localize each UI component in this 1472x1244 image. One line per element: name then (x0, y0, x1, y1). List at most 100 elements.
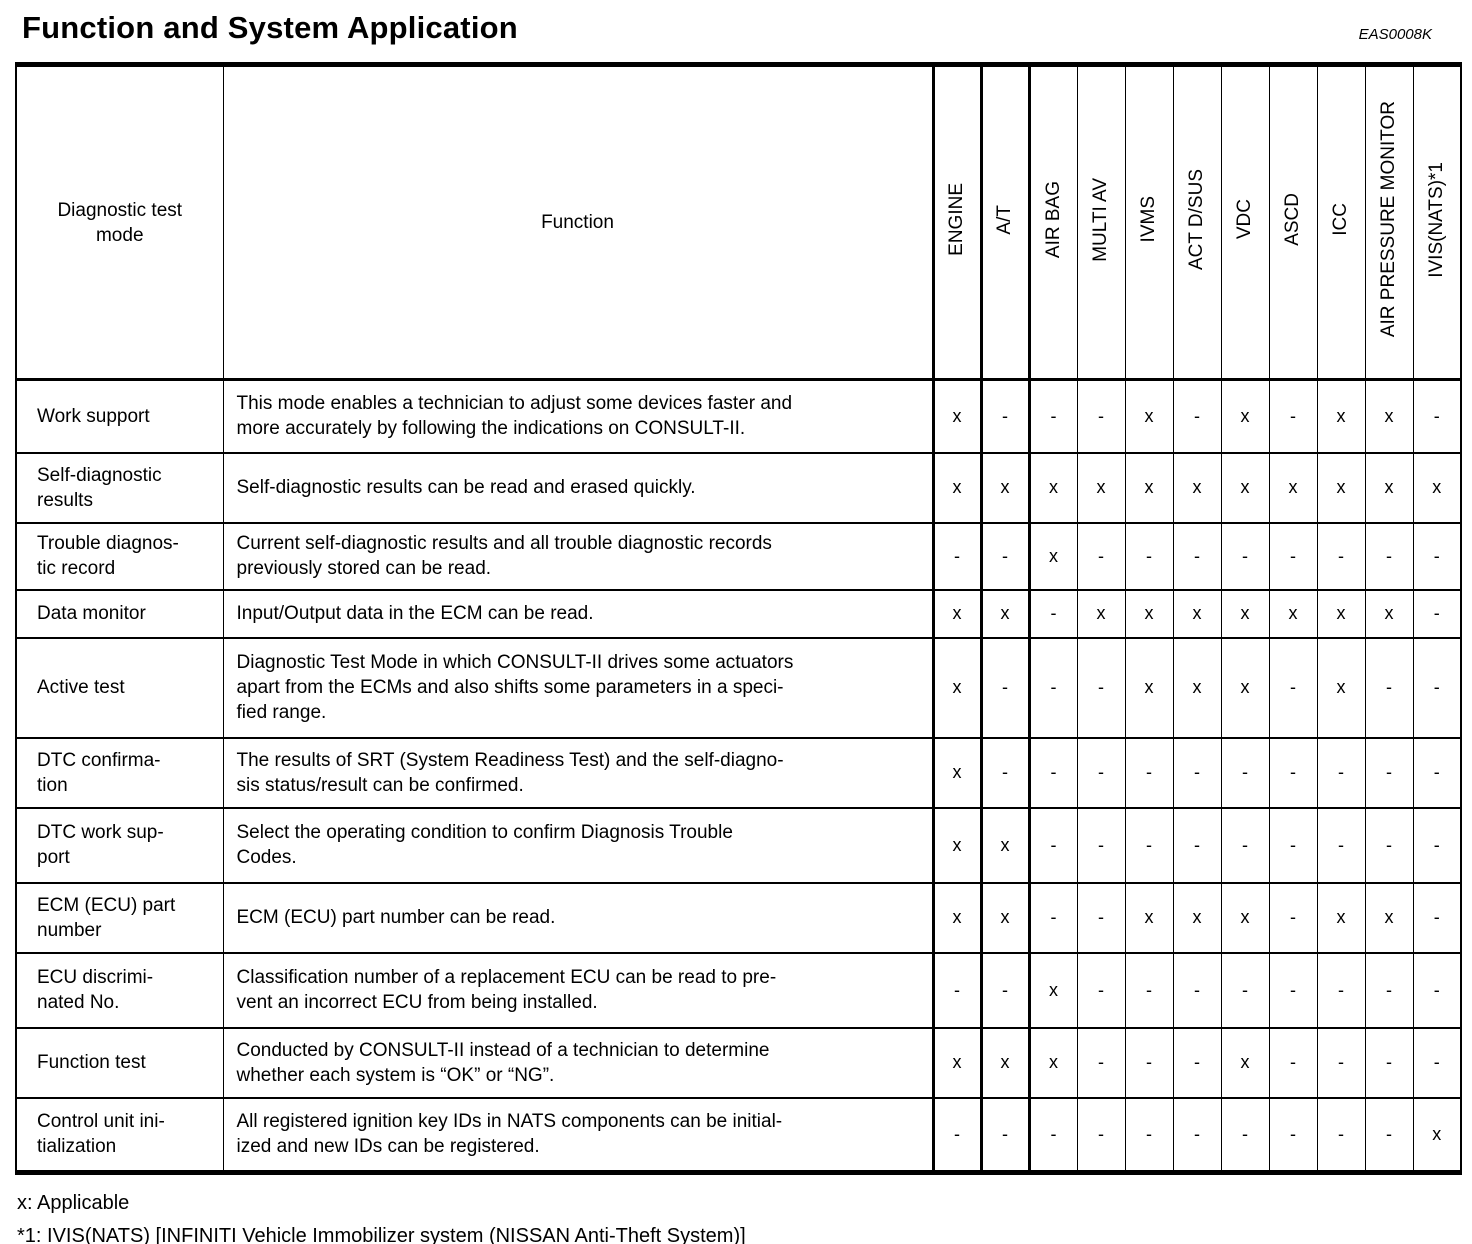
col-header-diagnostic-test-mode: Diagnostic test mode (15, 64, 224, 381)
mark-cell-vdc: - (1220, 951, 1270, 1029)
function-cell: The results of SRT (System Readiness Tes… (222, 736, 935, 809)
mark-cell-vdc: x (1220, 451, 1270, 524)
mark-cell-air-pressure-monitor: x (1364, 378, 1414, 454)
mark-cell-icc: - (1316, 736, 1366, 809)
mark-cell-act-d-sus: x (1172, 881, 1222, 954)
mark-cell-ivis-nats-1: - (1412, 951, 1462, 1029)
mark-cell-air-bag: - (1028, 378, 1078, 454)
mark-cell-engine: - (932, 521, 983, 591)
mode-cell: Data monitor (15, 588, 224, 639)
mark-cell-vdc: - (1220, 806, 1270, 884)
mode-cell: Self-diagnostic results (15, 451, 224, 524)
mark-cell-ivis-nats-1: - (1412, 636, 1462, 739)
mark-cell-multi-av: - (1076, 881, 1126, 954)
mark-cell-ivms: x (1124, 378, 1174, 454)
mark-cell-ascd: - (1268, 806, 1318, 884)
mark-cell-air-pressure-monitor: x (1364, 881, 1414, 954)
footnote-ivis-nats: *1: IVIS(NATS) [INFINITI Vehicle Immobil… (17, 1225, 746, 1244)
mark-cell-act-d-sus: - (1172, 1026, 1222, 1099)
system-header-label: ICC (1330, 203, 1351, 236)
mark-cell-air-bag: - (1028, 881, 1078, 954)
footnote-applicable: x: Applicable (17, 1192, 130, 1214)
mark-cell-ascd: - (1268, 378, 1318, 454)
mark-cell-air-pressure-monitor: - (1364, 1096, 1414, 1174)
title-row: Function and System Application EAS0008K (15, 4, 1462, 48)
table-row: Active test Diagnostic Test Mode in which… (15, 636, 1462, 739)
mark-cell-ascd: - (1268, 636, 1318, 739)
mark-cell-a-t: x (980, 806, 1031, 884)
mark-cell-air-bag: - (1028, 736, 1078, 809)
mark-cell-multi-av: - (1076, 1026, 1126, 1099)
system-header-label: ASCD (1282, 193, 1303, 246)
mark-cell-a-t: x (980, 588, 1031, 639)
mark-cell-multi-av: - (1076, 636, 1126, 739)
mark-cell-act-d-sus: - (1172, 378, 1222, 454)
table-row: ECM (ECU) part number ECM (ECU) part numb… (15, 881, 1462, 954)
mark-cell-engine: - (932, 951, 983, 1029)
mark-cell-engine: x (932, 636, 983, 739)
mark-cell-air-pressure-monitor: - (1364, 736, 1414, 809)
mark-cell-ivms: - (1124, 1096, 1174, 1174)
function-cell: Conducted by CONSULT-II instead of a tec… (222, 1026, 935, 1099)
mark-cell-icc: x (1316, 451, 1366, 524)
mark-cell-act-d-sus: x (1172, 451, 1222, 524)
function-cell: Current self-diagnostic results and all … (222, 521, 935, 591)
doc-code: EAS0008K (1358, 26, 1432, 43)
mark-cell-ivis-nats-1: - (1412, 1026, 1462, 1099)
mark-cell-act-d-sus: - (1172, 736, 1222, 809)
system-header-label: A/T (994, 204, 1015, 235)
mark-cell-ascd: x (1268, 451, 1318, 524)
mark-cell-engine: x (932, 806, 983, 884)
mode-cell: DTC work sup- port (15, 806, 224, 884)
mark-cell-ascd: - (1268, 1026, 1318, 1099)
mark-cell-ascd: - (1268, 881, 1318, 954)
system-header-label: ACT D/SUS (1186, 168, 1207, 270)
system-header-label: VDC (1234, 199, 1255, 240)
function-cell: This mode enables a technician to adjust… (222, 378, 935, 454)
mark-cell-a-t: - (980, 736, 1031, 809)
mark-cell-ivms: x (1124, 451, 1174, 524)
table-row: Work support This mode enables a technici… (15, 378, 1462, 454)
col-header-ivis-nats-1: IVIS(NATS)*1 (1412, 64, 1462, 381)
mark-cell-vdc: - (1220, 736, 1270, 809)
system-header-label: AIR BAG (1042, 180, 1064, 259)
mark-cell-ivis-nats-1: - (1412, 521, 1462, 591)
mark-cell-act-d-sus: - (1172, 806, 1222, 884)
mode-cell: Active test (15, 636, 224, 739)
mark-cell-act-d-sus: x (1172, 588, 1222, 639)
function-cell: Input/Output data in the ECM can be read… (222, 588, 935, 639)
table-row: Function test Conducted by CONSULT-II ins… (15, 1026, 1462, 1099)
table-row: DTC work sup- port Select the operating c… (15, 806, 1462, 884)
col-header-multi-av: MULTI AV (1076, 64, 1126, 381)
mark-cell-vdc: - (1220, 521, 1270, 591)
col-header-air-pressure-monitor: AIR PRESSURE MONITOR (1364, 64, 1414, 381)
mark-cell-act-d-sus: x (1172, 636, 1222, 739)
col-header-engine: ENGINE (932, 64, 983, 381)
mark-cell-air-bag: - (1028, 1096, 1078, 1174)
table-row: Data monitor Input/Output data in the ECM… (15, 588, 1462, 639)
table-row: DTC confirma- tion The results of SRT (Sy… (15, 736, 1462, 809)
mark-cell-ivms: - (1124, 521, 1174, 591)
function-system-table: Diagnostic test mode Function ENGINE A/T A… (15, 62, 1462, 1175)
mark-cell-ivms: - (1124, 951, 1174, 1029)
mark-cell-vdc: x (1220, 636, 1270, 739)
col-header-vdc: VDC (1220, 64, 1270, 381)
mark-cell-multi-av: - (1076, 736, 1126, 809)
mode-cell: Trouble diagnos- tic record (15, 521, 224, 591)
mark-cell-icc: - (1316, 521, 1366, 591)
table-body: Work support This mode enables a technici… (15, 378, 1462, 1174)
mark-cell-a-t: x (980, 1026, 1031, 1099)
mark-cell-ivms: - (1124, 806, 1174, 884)
col-header-icc: ICC (1316, 64, 1366, 381)
mark-cell-multi-av: x (1076, 588, 1126, 639)
mark-cell-ivis-nats-1: - (1412, 806, 1462, 884)
col-header-ivms: IVMS (1124, 64, 1174, 381)
header-row: Diagnostic test mode Function ENGINE A/T A… (15, 64, 1462, 381)
mark-cell-air-bag: x (1028, 451, 1078, 524)
mark-cell-ascd: - (1268, 521, 1318, 591)
mode-cell: Control unit ini- tialization (15, 1096, 224, 1174)
system-header-label: ENGINE (946, 183, 967, 256)
mark-cell-a-t: - (980, 1096, 1031, 1174)
mark-cell-air-pressure-monitor: - (1364, 951, 1414, 1029)
